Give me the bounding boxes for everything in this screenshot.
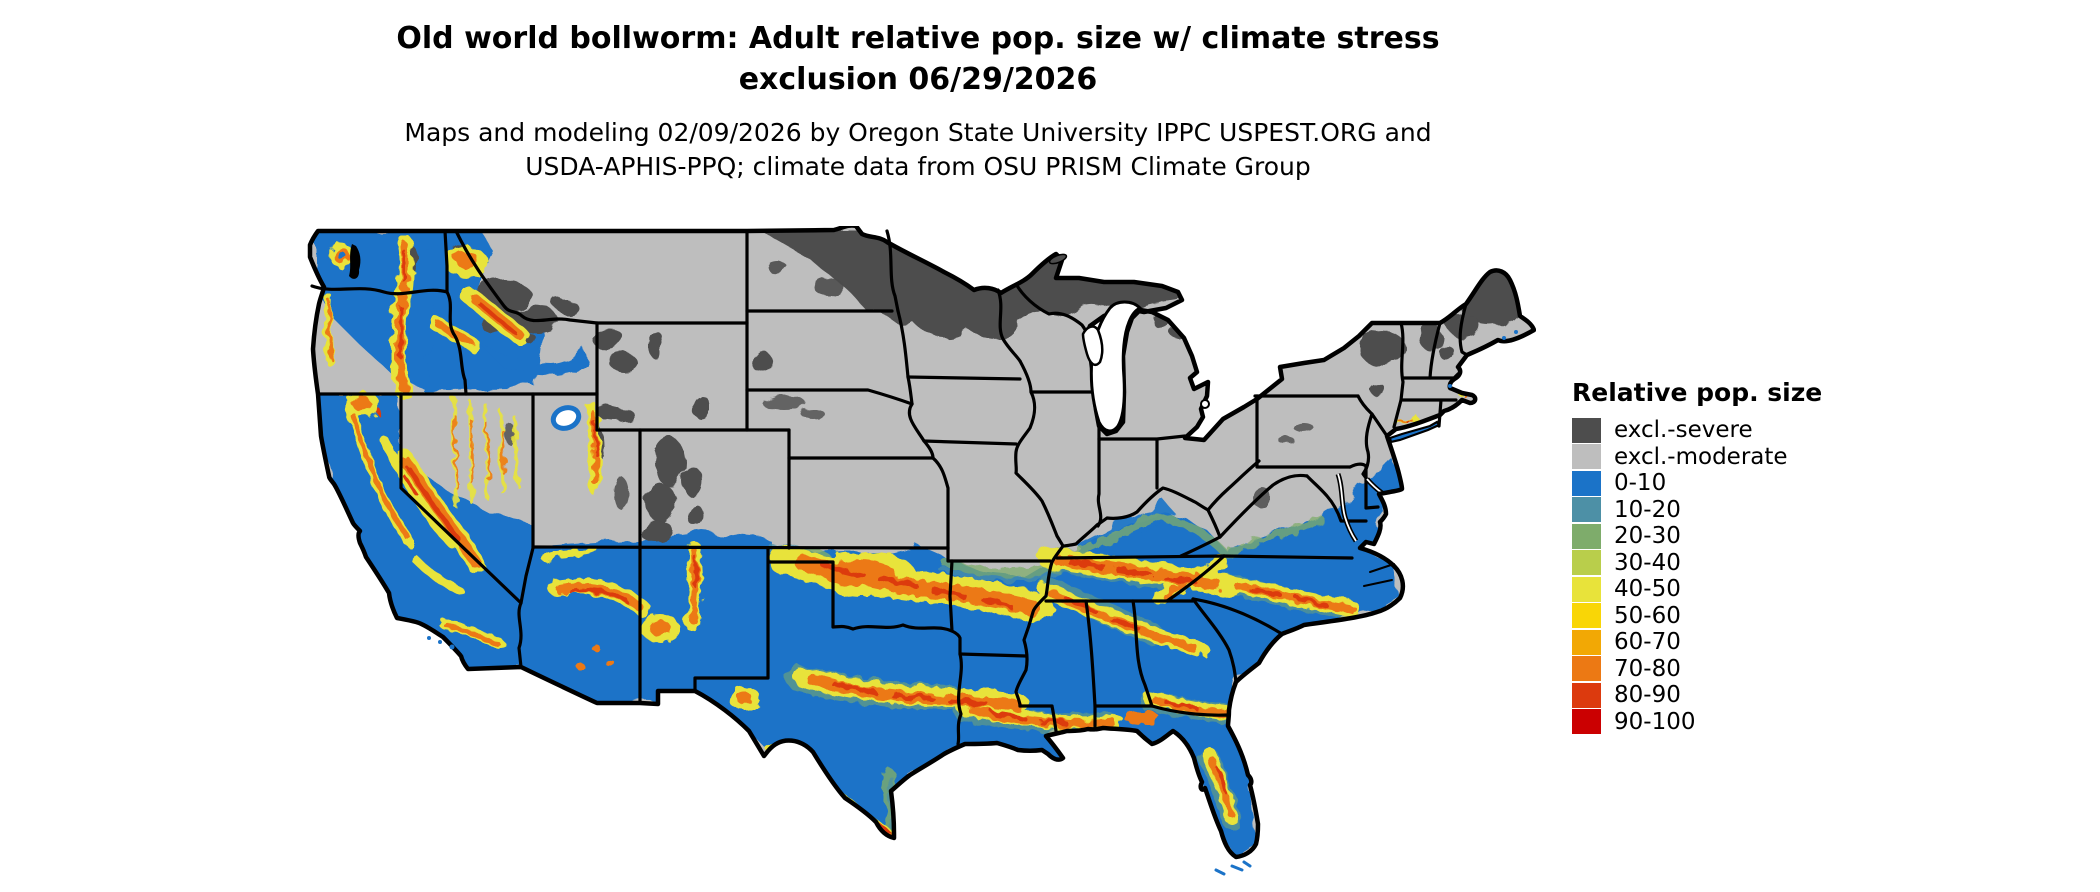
legend-label: excl.-moderate — [1614, 443, 1788, 470]
legend-item-90-100: 90-100 — [1572, 709, 1902, 736]
legend-item-excl-moderate: excl.-moderate — [1572, 444, 1902, 471]
green-bay — [1081, 325, 1104, 366]
legend-item-70-80: 70-80 — [1572, 656, 1902, 683]
isle-royale — [1048, 253, 1068, 265]
legend-item-10-20: 10-20 — [1572, 497, 1902, 524]
legend-label: 90-100 — [1614, 708, 1696, 735]
channel-islands — [427, 636, 466, 655]
legend-swatch-70-80 — [1572, 656, 1601, 682]
legend-item-50-60: 50-60 — [1572, 603, 1902, 630]
conus-outline — [307, 223, 1537, 860]
great-lakes — [1048, 253, 1210, 433]
legend-swatch-30-40 — [1572, 550, 1601, 576]
legend-label: 10-20 — [1614, 496, 1681, 523]
florida-keys — [1214, 860, 1252, 876]
great-salt-lake — [550, 405, 582, 431]
legend-swatch-10-20 — [1572, 497, 1601, 523]
legend-item-40-50: 40-50 — [1572, 576, 1902, 603]
map-subtitle: Maps and modeling 02/09/2026 by Oregon S… — [0, 116, 1836, 184]
legend-swatch-90-100 — [1572, 709, 1601, 735]
legend-label: excl.-severe — [1614, 417, 1753, 444]
coastal-features — [349, 244, 1518, 876]
legend-swatch-excl-severe — [1572, 417, 1601, 443]
map-title: Old world bollworm: Adult relative pop. … — [0, 18, 1836, 100]
map-title-line2: exclusion 06/29/2026 — [738, 62, 1098, 97]
us-map-svg — [307, 223, 1537, 876]
map-legend: Relative pop. size excl.-severe excl.-mo… — [1572, 378, 1902, 735]
legend-label: 60-70 — [1614, 629, 1681, 656]
state-borders — [310, 229, 1469, 746]
map-layer-peak-bands — [376, 250, 1408, 834]
map-subtitle-line1: Maps and modeling 02/09/2026 by Oregon S… — [404, 118, 1432, 147]
legend-swatch-excl-moderate — [1572, 444, 1601, 470]
puget-sound — [349, 244, 361, 279]
legend-label: 30-40 — [1614, 549, 1681, 576]
legend-item-20-30: 20-30 — [1572, 523, 1902, 550]
us-map — [304, 223, 1537, 888]
legend-title: Relative pop. size — [1572, 378, 1823, 407]
legend-label: 50-60 — [1614, 602, 1681, 629]
legend-label: 0-10 — [1614, 470, 1667, 497]
legend-swatch-80-90 — [1572, 682, 1601, 708]
legend-item-60-70: 60-70 — [1572, 629, 1902, 656]
legend-item-30-40: 30-40 — [1572, 550, 1902, 577]
legend-item-0-10: 0-10 — [1572, 470, 1902, 497]
legend-item-excl-severe: excl.-severe — [1572, 417, 1902, 444]
map-subtitle-line2: USDA-APHIS-PPQ; climate data from OSU PR… — [525, 152, 1311, 181]
lake-st-clair — [1200, 399, 1210, 409]
legend-label: 20-30 — [1614, 523, 1681, 550]
legend-swatch-60-70 — [1572, 629, 1601, 655]
map-title-line1: Old world bollworm: Adult relative pop. … — [396, 21, 1440, 56]
legend-swatch-0-10 — [1572, 470, 1601, 496]
legend-label: 70-80 — [1614, 655, 1681, 682]
legend-label: 80-90 — [1614, 682, 1681, 709]
legend-swatch-20-30 — [1572, 523, 1601, 549]
legend-item-80-90: 80-90 — [1572, 682, 1902, 709]
long-island — [1388, 420, 1441, 444]
legend-swatch-50-60 — [1572, 603, 1601, 629]
legend-swatch-40-50 — [1572, 576, 1601, 602]
legend-label: 40-50 — [1614, 576, 1681, 603]
maine-coast-flecks — [1448, 330, 1518, 388]
